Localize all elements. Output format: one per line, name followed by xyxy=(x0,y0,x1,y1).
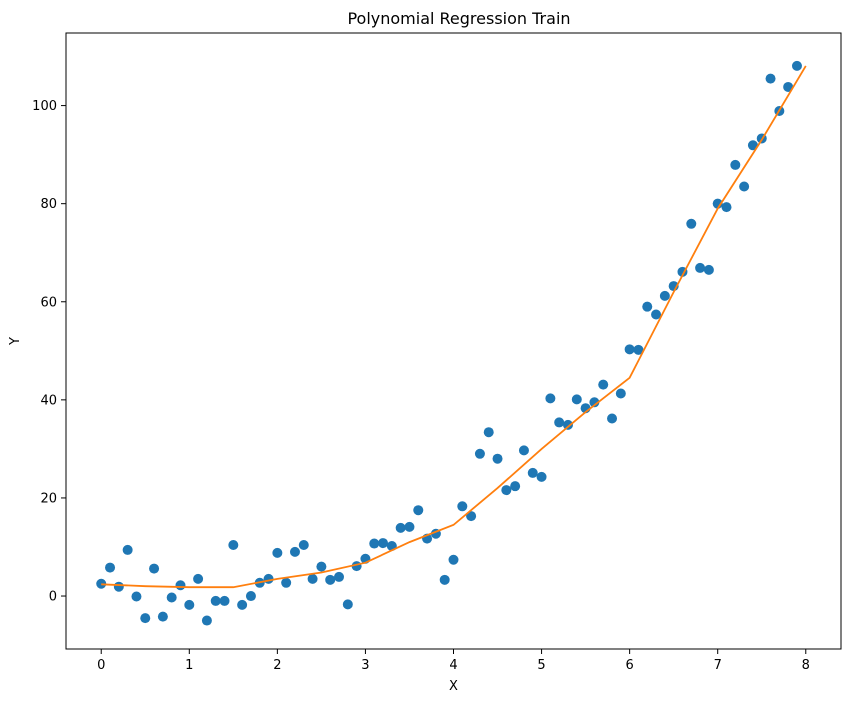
scatter-series xyxy=(96,60,802,626)
scatter-point xyxy=(369,538,380,549)
scatter-point xyxy=(298,540,309,551)
x-tick-label: 5 xyxy=(537,658,545,673)
chart-title: Polynomial Regression Train xyxy=(347,9,570,28)
x-tick-label: 3 xyxy=(361,658,369,673)
y-axis: 0 20 40 60 80 100 xyxy=(32,99,66,605)
scatter-point xyxy=(263,573,274,584)
scatter-point xyxy=(245,591,256,602)
scatter-point xyxy=(791,60,802,71)
y-tick-label: 0 xyxy=(49,590,57,605)
y-tick-label: 20 xyxy=(40,491,57,506)
x-tick-label: 4 xyxy=(449,658,457,673)
fit-line xyxy=(101,65,807,589)
scatter-point xyxy=(483,427,494,438)
scatter-point xyxy=(157,611,168,622)
scatter-point xyxy=(184,599,195,610)
y-tick-label: 100 xyxy=(32,99,57,114)
x-tick-label: 0 xyxy=(97,658,105,673)
scatter-point xyxy=(466,511,477,522)
scatter-point xyxy=(201,615,212,626)
scatter-point xyxy=(289,546,300,557)
scatter-point xyxy=(527,467,538,478)
scatter-point xyxy=(721,202,732,213)
scatter-point xyxy=(272,547,283,558)
scatter-point xyxy=(457,501,468,512)
x-axis: 0 1 2 3 4 5 6 7 8 xyxy=(97,649,810,673)
scatter-point xyxy=(334,571,345,582)
scatter-point xyxy=(703,264,714,275)
x-tick-label: 1 xyxy=(185,658,193,673)
scatter-point xyxy=(510,481,521,492)
scatter-point xyxy=(210,595,221,606)
scatter-point xyxy=(598,379,609,390)
x-axis-label: X xyxy=(449,679,458,694)
scatter-point xyxy=(378,538,389,549)
scatter-point xyxy=(607,413,618,424)
scatter-point xyxy=(474,448,485,459)
scatter-point xyxy=(105,562,116,573)
scatter-point xyxy=(536,471,547,482)
scatter-point xyxy=(501,485,512,496)
scatter-point xyxy=(325,574,336,585)
scatter-point xyxy=(765,73,776,84)
scatter-point xyxy=(122,544,133,555)
scatter-point xyxy=(651,309,662,320)
scatter-point xyxy=(131,591,142,602)
scatter-point xyxy=(562,419,573,430)
scatter-point xyxy=(492,453,503,464)
scatter-point xyxy=(695,262,706,273)
scatter-point xyxy=(686,218,697,229)
scatter-point xyxy=(404,521,415,532)
y-tick-label: 40 xyxy=(40,393,57,408)
scatter-point xyxy=(739,181,750,192)
scatter-point xyxy=(615,388,626,399)
x-tick-label: 7 xyxy=(714,658,722,673)
x-tick-label: 2 xyxy=(273,658,281,673)
scatter-point xyxy=(659,290,670,301)
scatter-point xyxy=(783,81,794,92)
scatter-point xyxy=(545,393,556,404)
y-tick-label: 60 xyxy=(40,295,57,310)
scatter-point xyxy=(307,573,318,584)
scatter-point xyxy=(219,595,230,606)
scatter-point xyxy=(342,599,353,610)
scatter-point xyxy=(237,599,248,610)
scatter-point xyxy=(624,344,635,355)
scatter-point xyxy=(633,344,644,355)
x-tick-label: 8 xyxy=(802,658,810,673)
scatter-point xyxy=(518,445,529,456)
scatter-point xyxy=(175,580,186,591)
scatter-point xyxy=(642,301,653,312)
scatter-point xyxy=(166,592,177,603)
y-axis-label: Y xyxy=(8,337,23,346)
scatter-point xyxy=(193,573,204,584)
scatter-point xyxy=(113,581,124,592)
scatter-point xyxy=(316,561,327,572)
scatter-point xyxy=(571,394,582,405)
scatter-point xyxy=(140,613,151,624)
scatter-point xyxy=(281,577,292,588)
scatter-point xyxy=(589,397,600,408)
scatter-point xyxy=(439,574,450,585)
scatter-point xyxy=(747,140,758,151)
x-tick-label: 6 xyxy=(625,658,633,673)
scatter-point xyxy=(228,540,239,551)
fit-line-series xyxy=(101,65,807,589)
scatter-point xyxy=(413,505,424,516)
scatter-point xyxy=(554,417,565,428)
scatter-point xyxy=(730,159,741,170)
scatter-point xyxy=(395,522,406,533)
scatter-point xyxy=(448,554,459,565)
scatter-point xyxy=(149,563,160,574)
y-tick-label: 80 xyxy=(40,197,57,212)
